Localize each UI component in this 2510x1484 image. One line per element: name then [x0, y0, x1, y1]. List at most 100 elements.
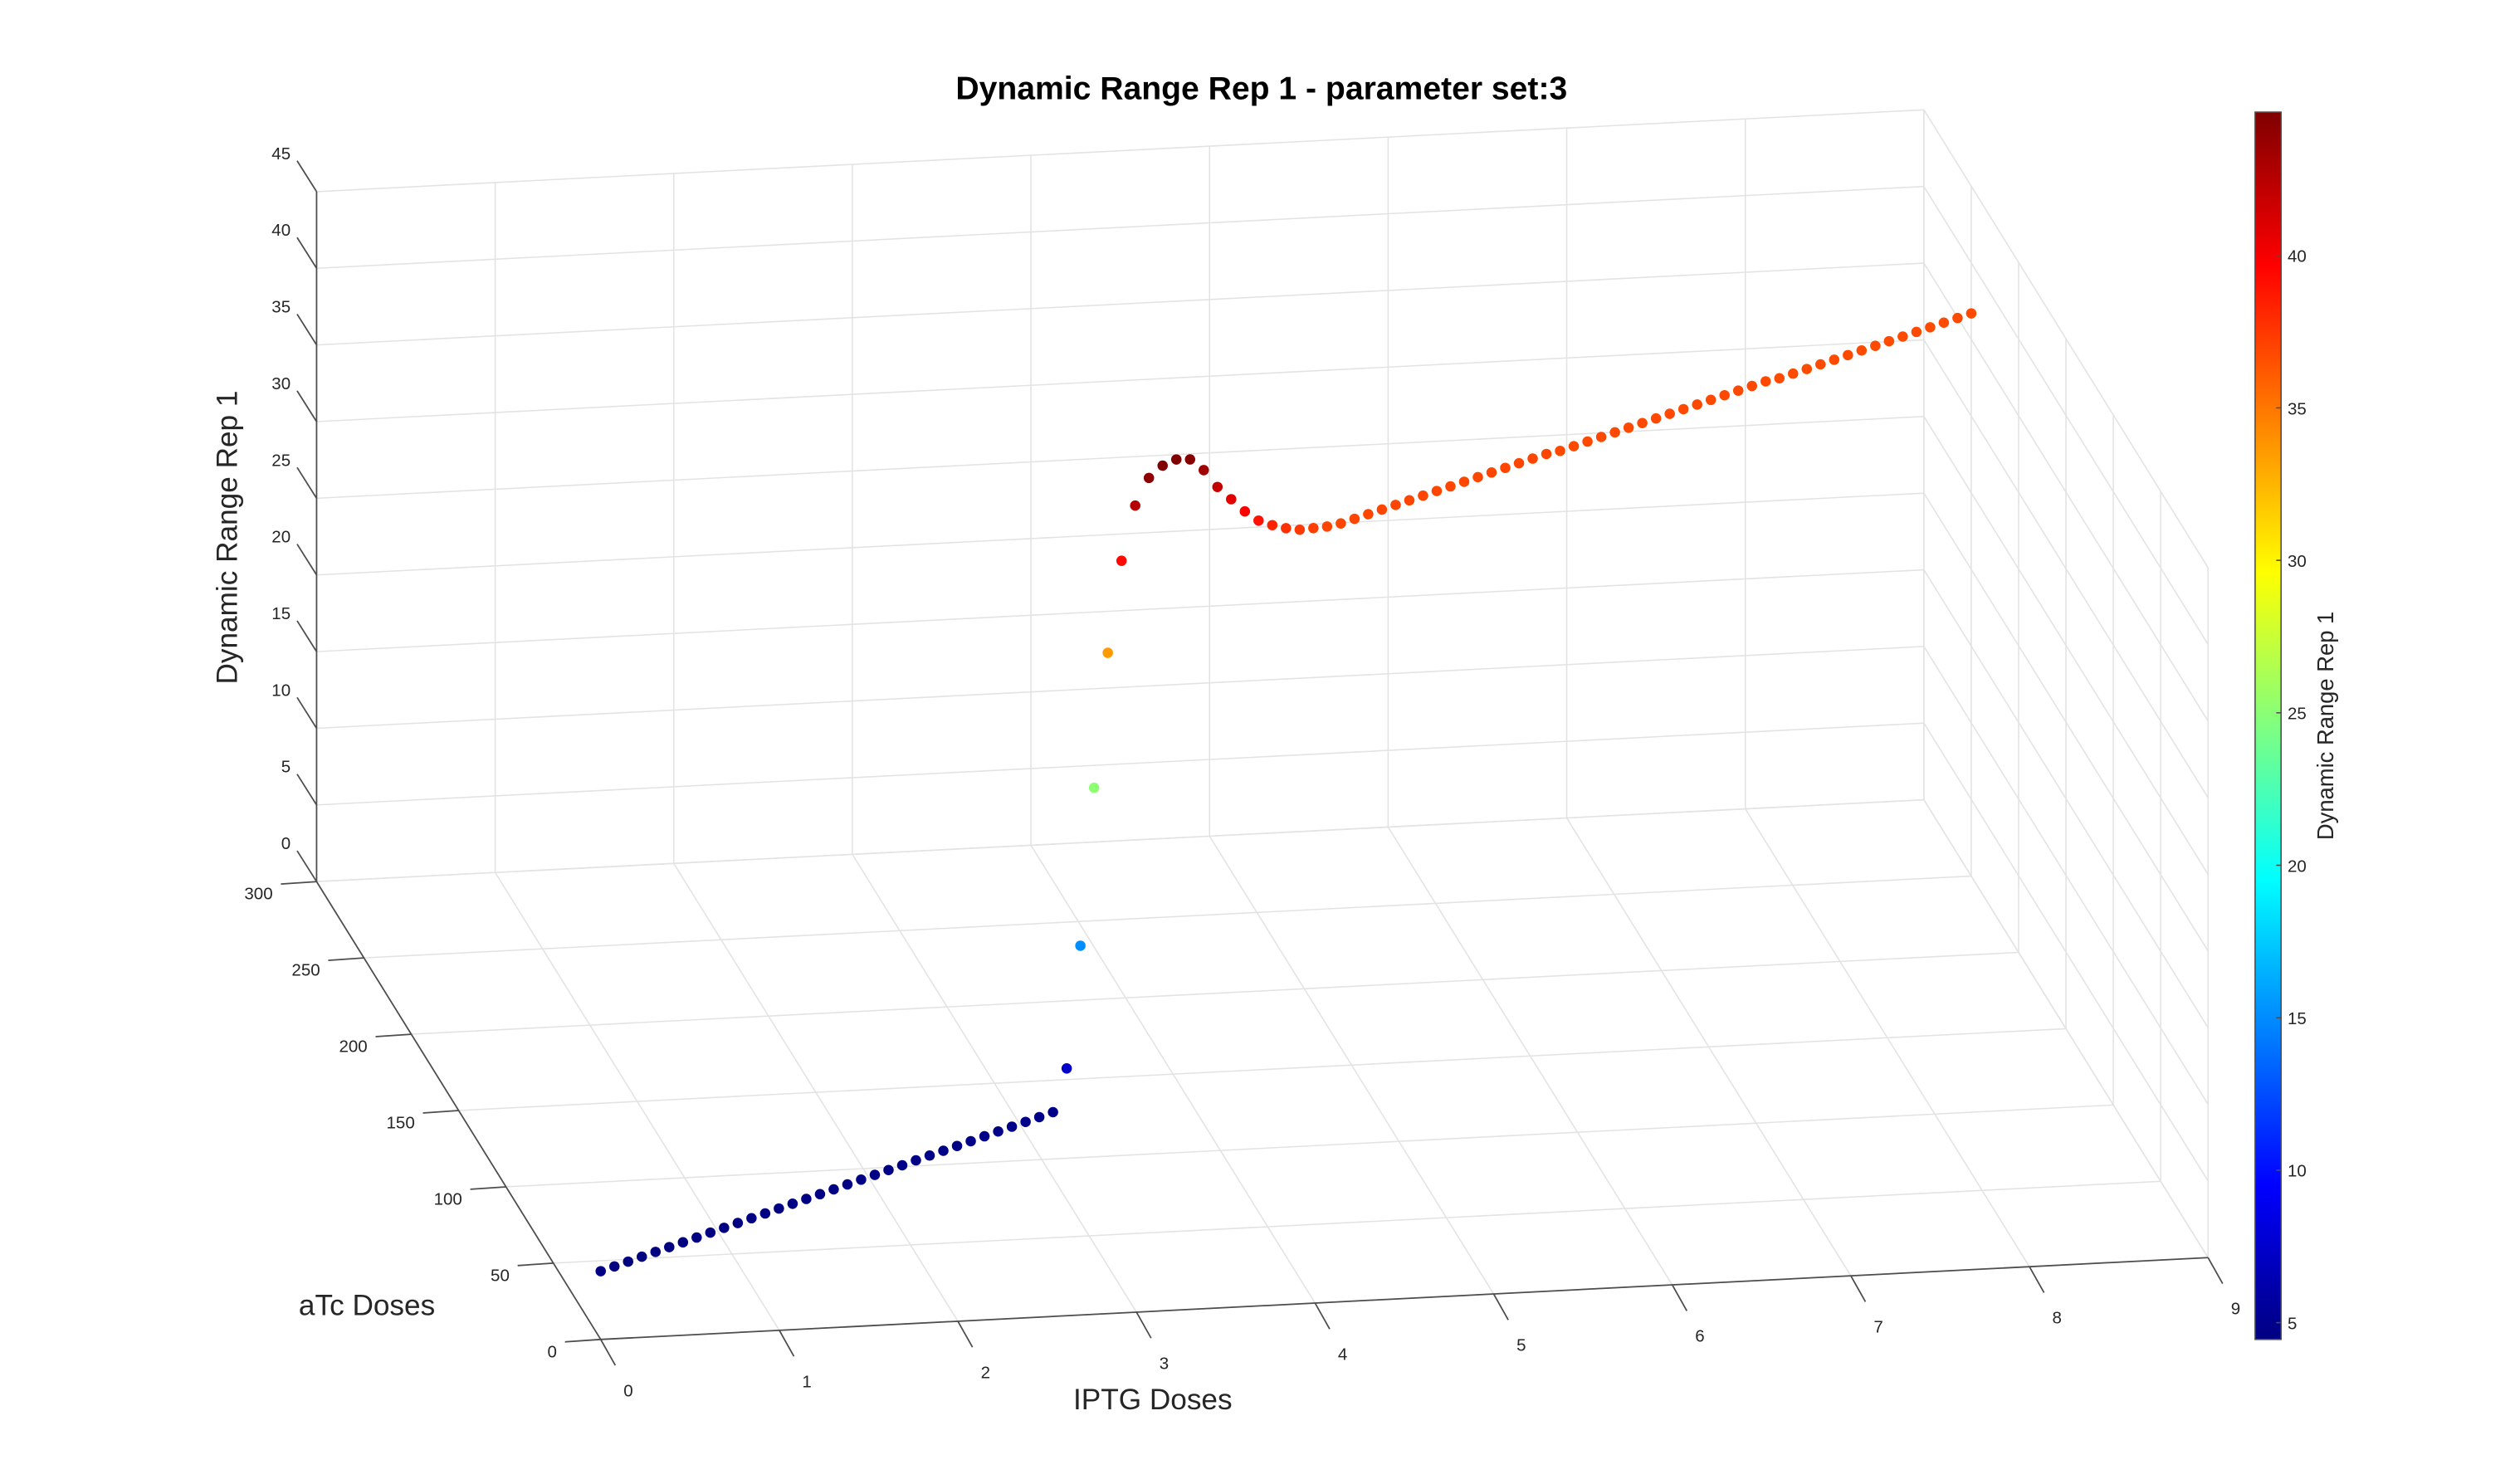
colorbar-tick-label: 25	[2288, 705, 2307, 724]
point	[1020, 1116, 1031, 1127]
point	[842, 1179, 853, 1190]
point	[1472, 471, 1483, 483]
grid-line	[1923, 722, 2209, 1182]
point	[1088, 782, 1100, 793]
x-tick	[1671, 1284, 1688, 1311]
point	[1500, 462, 1511, 473]
colorbar-tick-label: 5	[2288, 1314, 2297, 1333]
point	[965, 1135, 976, 1147]
point	[1719, 389, 1730, 401]
grid	[315, 109, 2209, 1340]
z-tick-label: 5	[281, 758, 291, 777]
x-tick-label: 8	[2053, 1309, 2062, 1328]
point	[1170, 454, 1182, 465]
point	[1349, 513, 1360, 525]
point	[814, 1189, 826, 1200]
grid-line	[411, 951, 2019, 1035]
y-tick	[328, 957, 364, 961]
colorbar-tick-label: 20	[2288, 857, 2307, 876]
grid-line	[1923, 646, 2209, 1105]
grid-line	[316, 569, 1924, 652]
point	[951, 1140, 963, 1151]
point	[1541, 448, 1552, 460]
z-tick-label: 0	[281, 834, 291, 853]
point	[1801, 364, 1813, 374]
point	[1157, 460, 1168, 471]
x-tick	[599, 1339, 617, 1366]
y-tick-label: 0	[547, 1342, 556, 1361]
z-tick-label: 15	[271, 604, 291, 623]
point	[1006, 1121, 1018, 1132]
grid-line	[1923, 109, 2209, 569]
point	[1198, 465, 1209, 476]
point	[1513, 457, 1525, 469]
colorbar-scale	[2254, 111, 2282, 1340]
point	[1843, 349, 1853, 361]
point	[1692, 399, 1702, 410]
x-tick-label: 4	[1338, 1345, 1347, 1364]
point	[1239, 505, 1251, 517]
point	[1883, 335, 1895, 347]
point	[746, 1213, 757, 1224]
point	[1856, 344, 1868, 356]
point	[1595, 432, 1607, 442]
colorbar-tick-label: 10	[2288, 1162, 2307, 1181]
z-tick	[296, 774, 318, 806]
y-axis-label: aTc Doses	[299, 1289, 435, 1321]
point	[1458, 476, 1470, 487]
point	[801, 1194, 812, 1204]
grid-line	[1923, 569, 2209, 1028]
grid-line	[1923, 262, 2209, 722]
grid-line	[1923, 186, 2209, 645]
y-tick-label: 300	[244, 885, 272, 904]
point	[774, 1203, 784, 1214]
point	[1966, 308, 1977, 319]
x-tick	[1135, 1311, 1152, 1339]
point	[979, 1130, 990, 1142]
z-tick-label: 20	[271, 528, 291, 547]
z-tick	[296, 314, 318, 346]
y-tick-label: 50	[491, 1266, 510, 1285]
point	[1705, 394, 1716, 406]
grid-line	[316, 339, 1924, 422]
grid-line	[553, 1180, 2161, 1264]
point	[856, 1174, 867, 1185]
point	[1746, 380, 1757, 392]
point	[896, 1159, 908, 1171]
z-tick	[296, 237, 318, 269]
x-tick-label: 0	[623, 1381, 632, 1400]
y-tick	[564, 1338, 601, 1343]
point	[1363, 509, 1374, 520]
grid-line	[316, 416, 1924, 500]
point	[1815, 359, 1826, 370]
point	[732, 1218, 744, 1228]
z-tick-label: 35	[271, 298, 291, 317]
colorbar-tick-label: 40	[2288, 247, 2307, 266]
axes: 0 1 2 3 4 5 6 7 8 9050100150200250300051015202530…	[244, 144, 2240, 1400]
point	[1677, 403, 1689, 415]
point	[1897, 331, 1908, 342]
point	[1431, 486, 1443, 496]
z-tick	[296, 466, 318, 499]
z-tick	[296, 620, 318, 652]
y-tick	[281, 881, 317, 886]
point	[938, 1145, 949, 1156]
grid-line	[316, 646, 1924, 730]
point	[677, 1237, 689, 1248]
point	[1760, 376, 1771, 387]
grid-line	[316, 798, 1924, 882]
z-tick	[296, 850, 318, 882]
z-tick	[296, 696, 318, 729]
point	[993, 1125, 1004, 1137]
point	[1253, 515, 1264, 526]
point	[1527, 453, 1538, 464]
z-tick	[296, 544, 318, 576]
point	[787, 1198, 798, 1209]
point	[1061, 1063, 1072, 1074]
point	[828, 1184, 839, 1195]
point	[1075, 940, 1086, 951]
chart-title: Dynamic Range Rep 1 - parameter set:3	[955, 71, 1567, 106]
x-tick-label: 3	[1160, 1354, 1169, 1373]
point	[1925, 322, 1936, 333]
